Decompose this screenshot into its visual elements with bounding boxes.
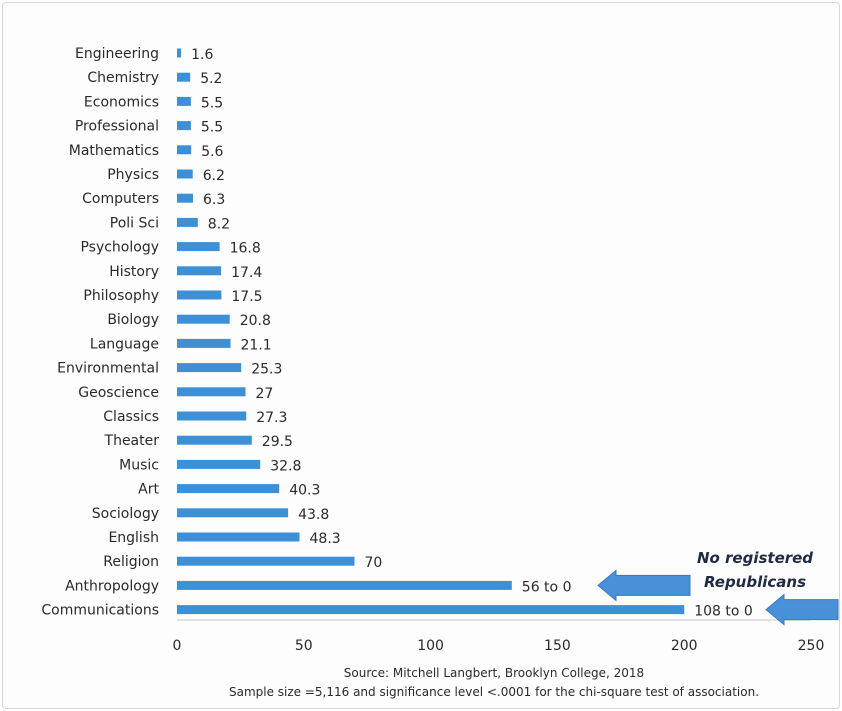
source-line-2: Sample size =5,116 and significance leve… [229, 685, 759, 699]
value-label: 56 to 0 [522, 579, 572, 595]
arrow-communications-icon [765, 593, 839, 626]
category-label: Environmental [57, 361, 159, 377]
x-tick-label: 100 [417, 638, 444, 654]
category-label: Anthropology [65, 578, 159, 594]
bar [177, 314, 230, 324]
value-label: 20.8 [240, 313, 271, 329]
value-label: 27 [256, 386, 274, 402]
value-label: 29.5 [262, 434, 293, 450]
category-label: Psychology [80, 240, 159, 256]
arrow-anthropology-icon [597, 569, 691, 602]
category-label: Theater [104, 433, 160, 449]
bar [177, 169, 193, 179]
category-label: Biology [107, 312, 159, 328]
value-label: 21.1 [241, 337, 272, 353]
bar [177, 435, 252, 445]
value-labels: 1.6 5.2 5.5 5.5 5.6 6.2 6.3 8.216.8 17.4 17.5 20.8… [191, 47, 753, 620]
category-label: Communications [41, 603, 159, 619]
category-label: Chemistry [87, 70, 159, 86]
source-line-1: Source: Mitchell Langbert, Brooklyn Coll… [344, 666, 644, 680]
x-tick-label: 150 [544, 638, 571, 654]
category-label: Philosophy [83, 288, 159, 304]
bar [177, 338, 231, 348]
bar [177, 145, 192, 155]
bar [177, 48, 182, 58]
value-label: 32.8 [270, 458, 301, 474]
value-label: 5.2 [200, 71, 222, 87]
category-label: Computers [82, 191, 159, 207]
value-label: 17.5 [231, 289, 262, 305]
bar [177, 556, 355, 566]
category-label: Economics [84, 94, 159, 110]
category-label: Religion [103, 554, 159, 570]
value-label: 1.6 [191, 47, 213, 63]
category-label: Professional [75, 119, 159, 135]
category-label: Music [119, 457, 159, 473]
bar [177, 96, 191, 106]
category-label: History [109, 264, 159, 280]
category-label: Sociology [92, 506, 159, 522]
category-label: Geoscience [78, 385, 159, 401]
bar [177, 484, 280, 494]
category-labels: Engineering Chemistry Economics Professiona… [41, 46, 159, 619]
bar [177, 72, 191, 82]
bar [177, 266, 222, 276]
category-label: Physics [107, 167, 159, 183]
bar [177, 508, 289, 518]
value-label: 5.5 [201, 95, 223, 111]
bar [177, 411, 247, 421]
category-label: Engineering [75, 46, 159, 62]
annotation-line-2: Republicans [704, 573, 806, 591]
value-label: 108 to 0 [694, 604, 753, 620]
bar [177, 290, 222, 300]
x-tick-labels: 0 50 100 150 200 250 [173, 638, 825, 654]
bar [177, 193, 193, 203]
annotation-line-1: No registered [697, 549, 813, 567]
value-label: 5.5 [201, 120, 223, 136]
annotation: No registered Republicans [597, 549, 839, 626]
bar [177, 532, 300, 542]
bar [177, 605, 685, 615]
value-label: 16.8 [230, 241, 261, 257]
category-label: Art [138, 482, 159, 498]
x-tick-label: 0 [173, 638, 182, 654]
value-label: 43.8 [298, 507, 329, 523]
category-label: Poli Sci [110, 215, 159, 231]
bar [177, 217, 198, 227]
value-label: 6.3 [203, 192, 225, 208]
x-tick-label: 250 [798, 638, 825, 654]
category-label: Language [90, 336, 159, 352]
value-label: 17.4 [231, 265, 262, 281]
bar [177, 121, 191, 131]
value-label: 5.6 [201, 144, 223, 160]
value-label: 8.2 [208, 216, 230, 232]
bar [177, 580, 512, 590]
value-label: 40.3 [289, 483, 320, 499]
x-tick-label: 50 [295, 638, 313, 654]
bar [177, 387, 246, 397]
value-label: 48.3 [310, 531, 341, 547]
x-tick-label: 200 [671, 638, 698, 654]
value-label: 27.3 [256, 410, 287, 426]
bar [177, 459, 261, 469]
bar [177, 242, 220, 252]
category-label: Classics [103, 409, 159, 425]
category-label: Mathematics [69, 143, 159, 159]
category-label: English [108, 530, 159, 546]
bars [177, 48, 685, 615]
value-label: 6.2 [203, 168, 225, 184]
bar [177, 363, 242, 373]
value-label: 70 [365, 555, 383, 571]
value-label: 25.3 [251, 362, 282, 378]
